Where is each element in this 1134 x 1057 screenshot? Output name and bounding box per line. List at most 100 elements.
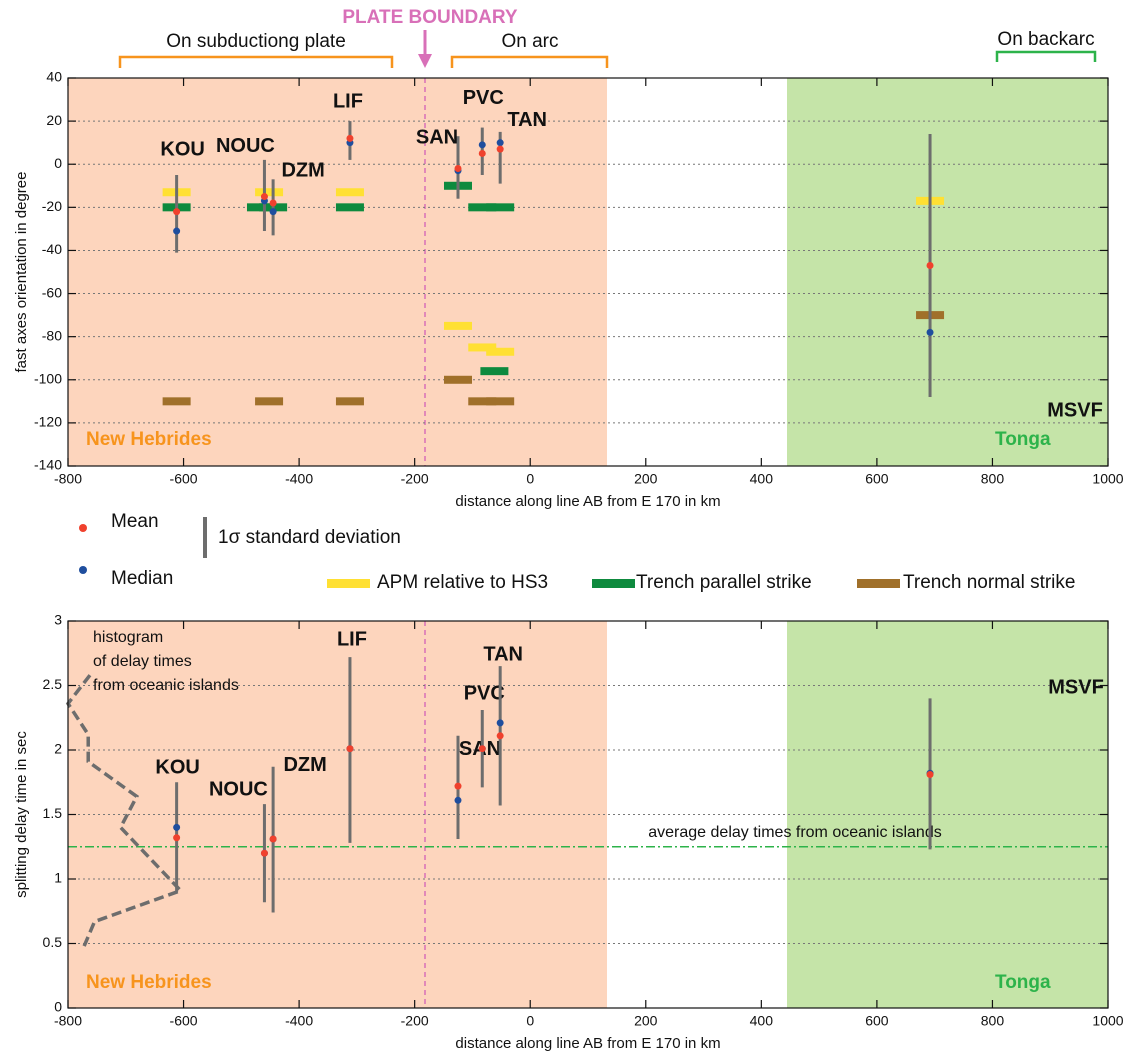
orientation-bar: [335, 203, 364, 212]
y-tick-label: -40: [42, 241, 62, 257]
y-tick-label: 0.5: [43, 934, 63, 950]
station-label: LIF: [337, 628, 367, 650]
x-axis-label: distance along line AB from E 170 in km: [455, 493, 720, 510]
region-label: New Hebrides: [86, 429, 212, 450]
mean-point: [260, 193, 268, 201]
station-label: PVC: [464, 682, 505, 704]
y-axis-label: fast axes orientation in degree: [13, 172, 30, 373]
median-point: [926, 328, 934, 336]
region-label: New Hebrides: [86, 972, 212, 993]
x-tick-label: -400: [285, 1013, 313, 1029]
station-label: NOUC: [216, 135, 275, 157]
station-label: SAN: [416, 126, 458, 148]
x-tick-label: -400: [285, 471, 313, 487]
y-tick-label: 1.5: [43, 805, 63, 821]
y-tick-label: 3: [54, 612, 62, 628]
orientation-bar: [468, 203, 497, 212]
plot-frame: [67, 620, 1109, 1009]
x-tick-label: 200: [634, 1013, 658, 1029]
x-tick-label: 600: [865, 471, 889, 487]
station-label: DZM: [281, 160, 324, 182]
station-label: TAN: [507, 109, 547, 131]
median-point: [496, 139, 504, 147]
region-header: On subductiong plate: [166, 31, 346, 52]
plate-boundary-title: PLATE BOUNDARY: [342, 7, 518, 28]
mean-point: [269, 835, 277, 843]
mean-point: [454, 165, 462, 173]
median-point: [269, 208, 277, 216]
mean-point: [346, 134, 354, 142]
mean-point: [496, 732, 504, 740]
y-tick-label: -60: [42, 284, 62, 300]
orientation-bar: [486, 397, 515, 406]
y-axis-label: splitting delay time in sec: [13, 731, 30, 898]
legend-label: Median: [111, 568, 173, 589]
orientation-bar: [255, 188, 284, 197]
y-tick-label: -140: [34, 457, 62, 473]
bracket: [450, 55, 609, 68]
station-label: KOU: [155, 757, 199, 779]
x-tick-label: 0: [526, 1013, 534, 1029]
histogram-label: histogram: [93, 629, 163, 646]
station-label: MSVF: [1048, 677, 1104, 699]
region-shade: [68, 621, 607, 1008]
orientation-bar: [255, 397, 284, 406]
x-tick-label: 200: [634, 471, 658, 487]
region-header: On backarc: [997, 29, 1094, 50]
y-tick-label: 40: [46, 69, 62, 85]
mean-point: [926, 771, 934, 779]
y-tick-label: -120: [34, 414, 62, 430]
station-label: NOUC: [209, 778, 268, 800]
median-point: [173, 823, 181, 831]
region-shade: [787, 78, 1108, 466]
plot-frame: [67, 77, 1109, 467]
median-point: [173, 227, 181, 235]
legend-swatch: [857, 579, 900, 588]
orientation-bar: [335, 188, 364, 197]
median-point: [478, 141, 486, 149]
orientation-bar: [444, 321, 472, 330]
mean-point: [173, 208, 181, 216]
x-tick-label: 1000: [1092, 471, 1123, 487]
x-tick-label: 400: [750, 471, 774, 487]
legend-label: Trench parallel strike: [636, 572, 812, 593]
mean-point: [269, 199, 277, 207]
y-tick-label: 1: [54, 870, 62, 886]
reference-label: average delay times from oceanic islands: [648, 824, 941, 841]
region-label: Tonga: [995, 429, 1051, 450]
mean-point: [478, 149, 486, 157]
legend-label: APM relative to HS3: [377, 572, 548, 593]
station-label: DZM: [283, 754, 326, 776]
histogram-label: from oceanic islands: [93, 677, 239, 694]
x-tick-label: -200: [401, 1013, 429, 1029]
mean-point: [173, 834, 181, 842]
x-tick-label: -600: [170, 1013, 198, 1029]
mean-point: [926, 262, 934, 270]
legend-swatch: [79, 524, 87, 532]
orientation-bar: [335, 397, 364, 406]
legend-label: 1σ standard deviation: [218, 527, 401, 548]
orientation-bar: [468, 343, 497, 352]
x-tick-label: -200: [401, 471, 429, 487]
region-shade: [68, 78, 607, 466]
arrow-head: [418, 54, 432, 68]
y-tick-label: 2: [54, 741, 62, 757]
legend-swatch: [79, 566, 87, 574]
legend-swatch: [592, 579, 635, 588]
region-header: On arc: [501, 31, 558, 52]
x-axis-label: distance along line AB from E 170 in km: [455, 1035, 720, 1052]
mean-point: [260, 849, 268, 857]
legend-swatch: [327, 579, 370, 588]
median-point: [496, 719, 504, 727]
mean-point: [496, 145, 504, 153]
x-tick-label: 0: [526, 471, 534, 487]
y-tick-label: 0: [54, 155, 62, 171]
legend-label: Trench normal strike: [903, 572, 1075, 593]
x-tick-label: 1000: [1092, 1013, 1123, 1029]
orientation-bar: [162, 397, 191, 406]
y-tick-label: 2.5: [43, 676, 63, 692]
orientation-bar: [444, 375, 472, 384]
station-label: TAN: [483, 643, 523, 665]
mean-point: [478, 745, 486, 753]
